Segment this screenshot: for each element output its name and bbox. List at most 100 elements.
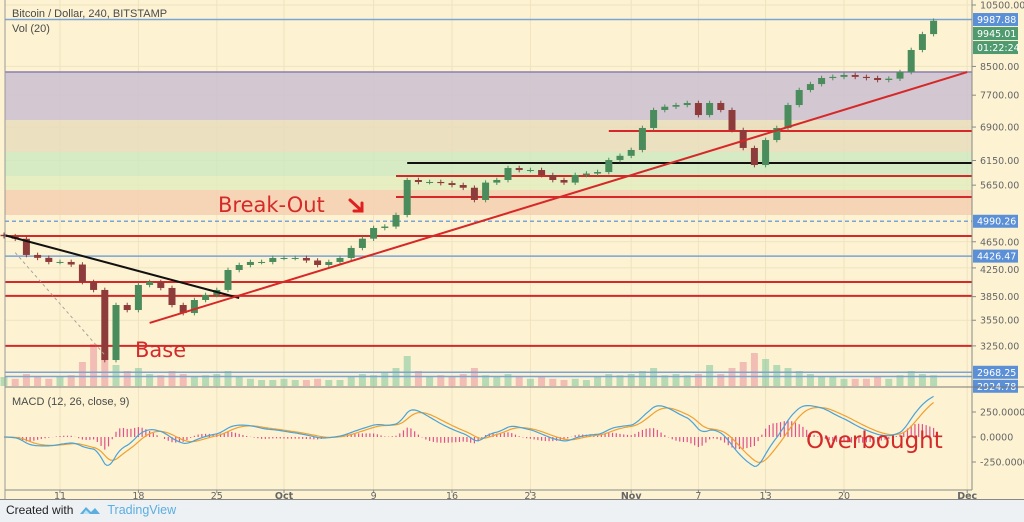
candle[interactable] <box>851 75 859 77</box>
candle[interactable] <box>112 305 120 361</box>
candle[interactable] <box>45 257 53 262</box>
candle[interactable] <box>661 106 669 110</box>
candle[interactable] <box>190 300 198 314</box>
candle[interactable] <box>515 168 523 171</box>
volume-bar <box>67 375 75 386</box>
candle[interactable] <box>818 78 826 85</box>
candle[interactable] <box>627 149 635 156</box>
candle[interactable] <box>347 247 355 258</box>
candle[interactable] <box>482 182 490 200</box>
candle[interactable] <box>874 78 882 81</box>
price-axis-label: 4250.00 <box>980 265 1019 276</box>
candle[interactable] <box>538 170 546 176</box>
candle[interactable] <box>728 109 736 131</box>
candle[interactable] <box>179 305 187 314</box>
candle[interactable] <box>560 180 568 183</box>
candle[interactable] <box>638 127 646 150</box>
candle[interactable] <box>459 184 467 188</box>
candle[interactable] <box>504 168 512 181</box>
candle[interactable] <box>67 261 75 265</box>
candle[interactable] <box>930 20 938 35</box>
candle[interactable] <box>717 103 725 110</box>
candle[interactable] <box>605 160 613 173</box>
candle[interactable] <box>426 181 434 183</box>
volume-bar <box>582 380 590 386</box>
candle[interactable] <box>246 261 254 265</box>
candle[interactable] <box>90 282 98 290</box>
symbol-title[interactable]: Bitcoin / Dollar, 240, BITSTAMP <box>12 8 167 20</box>
trendline-red[interactable] <box>149 71 968 324</box>
candle[interactable] <box>493 180 501 183</box>
candle[interactable] <box>381 226 389 228</box>
candle[interactable] <box>403 180 411 215</box>
volume-bar <box>560 380 568 386</box>
candle[interactable] <box>840 75 848 77</box>
candle[interactable] <box>258 261 266 263</box>
candle[interactable] <box>358 238 366 248</box>
candle[interactable] <box>291 257 299 259</box>
candle[interactable] <box>302 257 310 261</box>
trendline-black[interactable] <box>3 234 240 299</box>
price-chart[interactable]: 250.0000 0.0000 -250.0000 9987.88 9945.01 01:… <box>0 0 1024 500</box>
candle[interactable] <box>694 103 702 116</box>
volume-bar <box>34 377 42 386</box>
candle[interactable] <box>795 89 803 106</box>
candle[interactable] <box>414 180 422 182</box>
candle[interactable] <box>448 183 456 185</box>
candle[interactable] <box>885 78 893 81</box>
trendline-gray[interactable] <box>14 252 106 356</box>
candle[interactable] <box>896 72 904 79</box>
candle[interactable] <box>325 261 333 265</box>
candle[interactable] <box>157 282 165 288</box>
candle[interactable] <box>773 127 781 141</box>
volume-title[interactable]: Vol (20) <box>12 23 50 35</box>
candle[interactable] <box>907 49 915 73</box>
candle[interactable] <box>314 260 322 265</box>
candle[interactable] <box>549 175 557 181</box>
candle[interactable] <box>392 214 400 227</box>
tradingview-link[interactable]: TradingView <box>107 503 177 517</box>
candle[interactable] <box>134 284 142 311</box>
candle[interactable] <box>672 105 680 107</box>
candle[interactable] <box>101 289 109 361</box>
candle[interactable] <box>224 269 232 290</box>
price-badge-label: 4426.47 <box>977 252 1016 263</box>
candle[interactable] <box>739 130 747 148</box>
candle[interactable] <box>370 227 378 239</box>
candle[interactable] <box>594 172 602 174</box>
candle[interactable] <box>168 287 176 306</box>
candle[interactable] <box>269 257 277 262</box>
candle[interactable] <box>280 257 288 259</box>
candle[interactable] <box>683 103 691 106</box>
candle[interactable] <box>918 34 926 50</box>
volume-bar <box>627 374 635 386</box>
macd-title[interactable]: MACD (12, 26, close, 9) <box>12 396 129 408</box>
candle[interactable] <box>78 264 86 283</box>
candle[interactable] <box>806 84 814 90</box>
candle[interactable] <box>202 295 210 301</box>
candle[interactable] <box>336 257 344 262</box>
time-axis-label: 13 <box>760 491 772 500</box>
candle[interactable] <box>437 181 445 184</box>
candle[interactable] <box>235 264 243 270</box>
candle[interactable] <box>650 109 658 128</box>
candle[interactable] <box>470 187 478 200</box>
candle[interactable] <box>750 147 758 166</box>
candle[interactable] <box>146 282 154 285</box>
candle[interactable] <box>582 173 590 175</box>
time-axis-label: Oct <box>275 491 294 500</box>
candle[interactable] <box>123 305 131 311</box>
candle[interactable] <box>34 254 42 258</box>
candle[interactable] <box>571 174 579 183</box>
candle[interactable] <box>706 103 714 116</box>
candle[interactable] <box>56 261 64 263</box>
candle[interactable] <box>526 170 534 172</box>
volume-bar <box>78 362 86 386</box>
candle[interactable] <box>762 140 770 166</box>
candle[interactable] <box>829 76 837 79</box>
candle[interactable] <box>22 238 30 255</box>
candle[interactable] <box>616 155 624 161</box>
volume-bar <box>325 380 333 386</box>
candle[interactable] <box>862 76 870 79</box>
candle[interactable] <box>784 105 792 128</box>
